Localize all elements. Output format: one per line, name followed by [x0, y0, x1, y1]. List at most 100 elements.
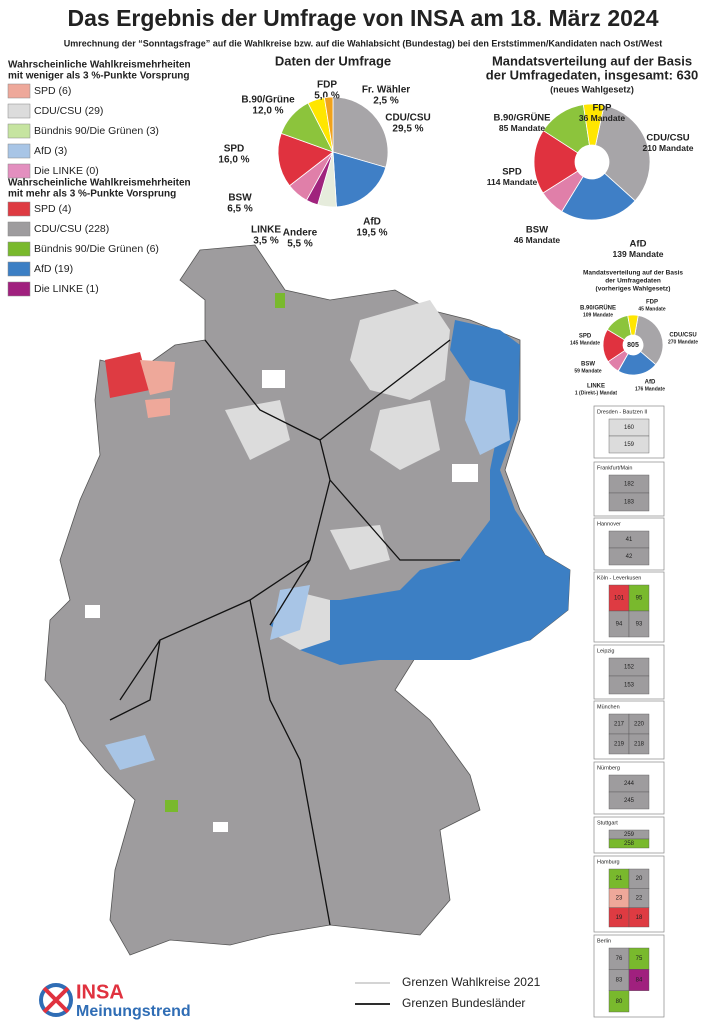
- cdu-light-east: [225, 300, 450, 650]
- inset-district-label: 20: [636, 876, 643, 882]
- slice-value-label: 59 Mandate: [574, 368, 601, 374]
- legend-label: SPD (4): [34, 203, 71, 215]
- inset-district: [608, 435, 650, 454]
- slice-value-label: 109 Mandate: [583, 312, 613, 318]
- legend-swatch: [7, 201, 31, 217]
- afd-light: [105, 380, 510, 770]
- slice-value-label: 46 Mandate: [514, 235, 561, 245]
- slice-name: SPD: [224, 144, 245, 155]
- pie-slice: [332, 96, 389, 168]
- legend-swatch: [7, 241, 31, 257]
- legend-swatch: [7, 281, 31, 297]
- state-borders: [109, 339, 460, 926]
- slice-name: Andere: [283, 228, 318, 239]
- slice-value-label: 16,0 %: [218, 155, 249, 166]
- inset-district-label: 42: [626, 554, 633, 560]
- inset-district-label: 101: [614, 596, 625, 602]
- inset-district-label: 75: [636, 956, 643, 962]
- slice-value-label: 3,5 %: [253, 236, 279, 247]
- slice-name: LINKE: [587, 384, 605, 390]
- pie-title: der Umfragedaten: [605, 278, 661, 285]
- slice-name: CDU/CSU: [669, 333, 696, 339]
- inset-district: [628, 610, 650, 638]
- inset-district-label: 218: [634, 742, 645, 748]
- slice-value-label: 139 Mandate: [612, 249, 663, 259]
- inset-district: [628, 733, 650, 755]
- inset-district-label: 182: [624, 482, 635, 488]
- inset-district-label: 21: [616, 876, 623, 882]
- legend-label: SPD (6): [34, 85, 71, 97]
- spd-ostfriesland: [105, 352, 150, 398]
- slice-name: CDU/CSU: [385, 113, 431, 124]
- slice-name: FDP: [646, 300, 658, 306]
- legend-swatch: [7, 221, 31, 237]
- inset-district-label: 219: [614, 742, 625, 748]
- slice-name: BSW: [526, 225, 548, 236]
- inset-district: [608, 838, 650, 849]
- inset-title: Dresden - Bautzen II: [597, 409, 648, 415]
- inset-district: [608, 791, 650, 810]
- pie-slice: [323, 96, 334, 153]
- legend-swatch: [7, 163, 31, 179]
- inset-district-label: 83: [616, 978, 623, 984]
- slice-name: FDP: [317, 80, 337, 91]
- inset-district: [608, 492, 650, 512]
- inset-district-label: 18: [636, 915, 643, 921]
- pie-slice: [582, 103, 605, 146]
- inset-district-label: 19: [616, 915, 623, 921]
- legend-swatch: [7, 261, 31, 277]
- legend-label: CDU/CSU (29): [34, 105, 103, 117]
- inset-district-label: 152: [624, 665, 635, 671]
- slice-value-label: 36 Mandate: [579, 113, 626, 123]
- slice-name: SPD: [502, 167, 522, 178]
- legend-label: CDU/CSU (228): [34, 223, 109, 235]
- inset-district-label: 244: [624, 781, 635, 787]
- slice-name: Fr. Wähler: [362, 85, 410, 96]
- spd-light: [140, 360, 175, 418]
- slice-value-label: 29,5 %: [392, 124, 423, 135]
- slice-value-label: 12,0 %: [252, 106, 283, 117]
- inset-district: [608, 990, 630, 1013]
- slice-name: CDU/CSU: [646, 133, 689, 144]
- slice-value-label: 270 Mandate: [668, 339, 698, 345]
- map-legend-label: Grenzen Bundesländer: [402, 996, 525, 1010]
- pie-slice: [561, 172, 636, 221]
- inset-district-label: 95: [636, 596, 643, 602]
- slice-value-label: 5,5 %: [287, 239, 313, 250]
- pie-title: Mandatsverteilung auf der Basis: [492, 53, 692, 68]
- logo-cross: [42, 986, 70, 1014]
- slice-name: FDP: [593, 103, 613, 114]
- slice-value-label: 45 Mandate: [638, 306, 665, 312]
- legend-label: AfD (19): [34, 263, 73, 275]
- pie-title: (vorheriges Wahlgesetz): [596, 286, 671, 293]
- slice-name: B.90/GRÜNE: [493, 113, 550, 124]
- slice-value-label: 19,5 %: [356, 228, 387, 239]
- legend-swatch: [7, 143, 31, 159]
- pie-center-label: 805: [627, 342, 639, 349]
- inset-district-label: 22: [636, 896, 643, 902]
- slice-name: BSW: [581, 362, 595, 368]
- inset-district-label: 76: [616, 956, 623, 962]
- slice-name: AfD: [645, 380, 656, 386]
- slice-value-label: 2,5 %: [373, 96, 399, 107]
- pie-slice: [332, 151, 387, 208]
- slice-name: AfD: [363, 217, 381, 228]
- pie-slice: [277, 132, 334, 187]
- inset-district-label: 258: [624, 841, 635, 847]
- slice-name: LINKE: [251, 225, 281, 236]
- logo-icon: [39, 983, 73, 1017]
- inset-district-label: 84: [636, 978, 643, 984]
- inset-district: [608, 675, 650, 695]
- slice-value-label: 1 (Direkt-) Mandat: [575, 390, 618, 396]
- pie-title: Mandatsverteilung auf der Basis: [583, 270, 683, 277]
- slice-name: BSW: [228, 193, 252, 204]
- inset-district-label: 23: [616, 896, 623, 902]
- inset-title: Hamburg: [597, 859, 620, 865]
- inset-district-label: 93: [636, 622, 643, 628]
- legend-label: Die LINKE (0): [34, 165, 99, 177]
- inset-district-label: 259: [624, 832, 635, 838]
- legend-swatch: [7, 103, 31, 119]
- inset-district-label: 41: [626, 537, 633, 543]
- slice-value-label: 85 Mandate: [499, 123, 546, 133]
